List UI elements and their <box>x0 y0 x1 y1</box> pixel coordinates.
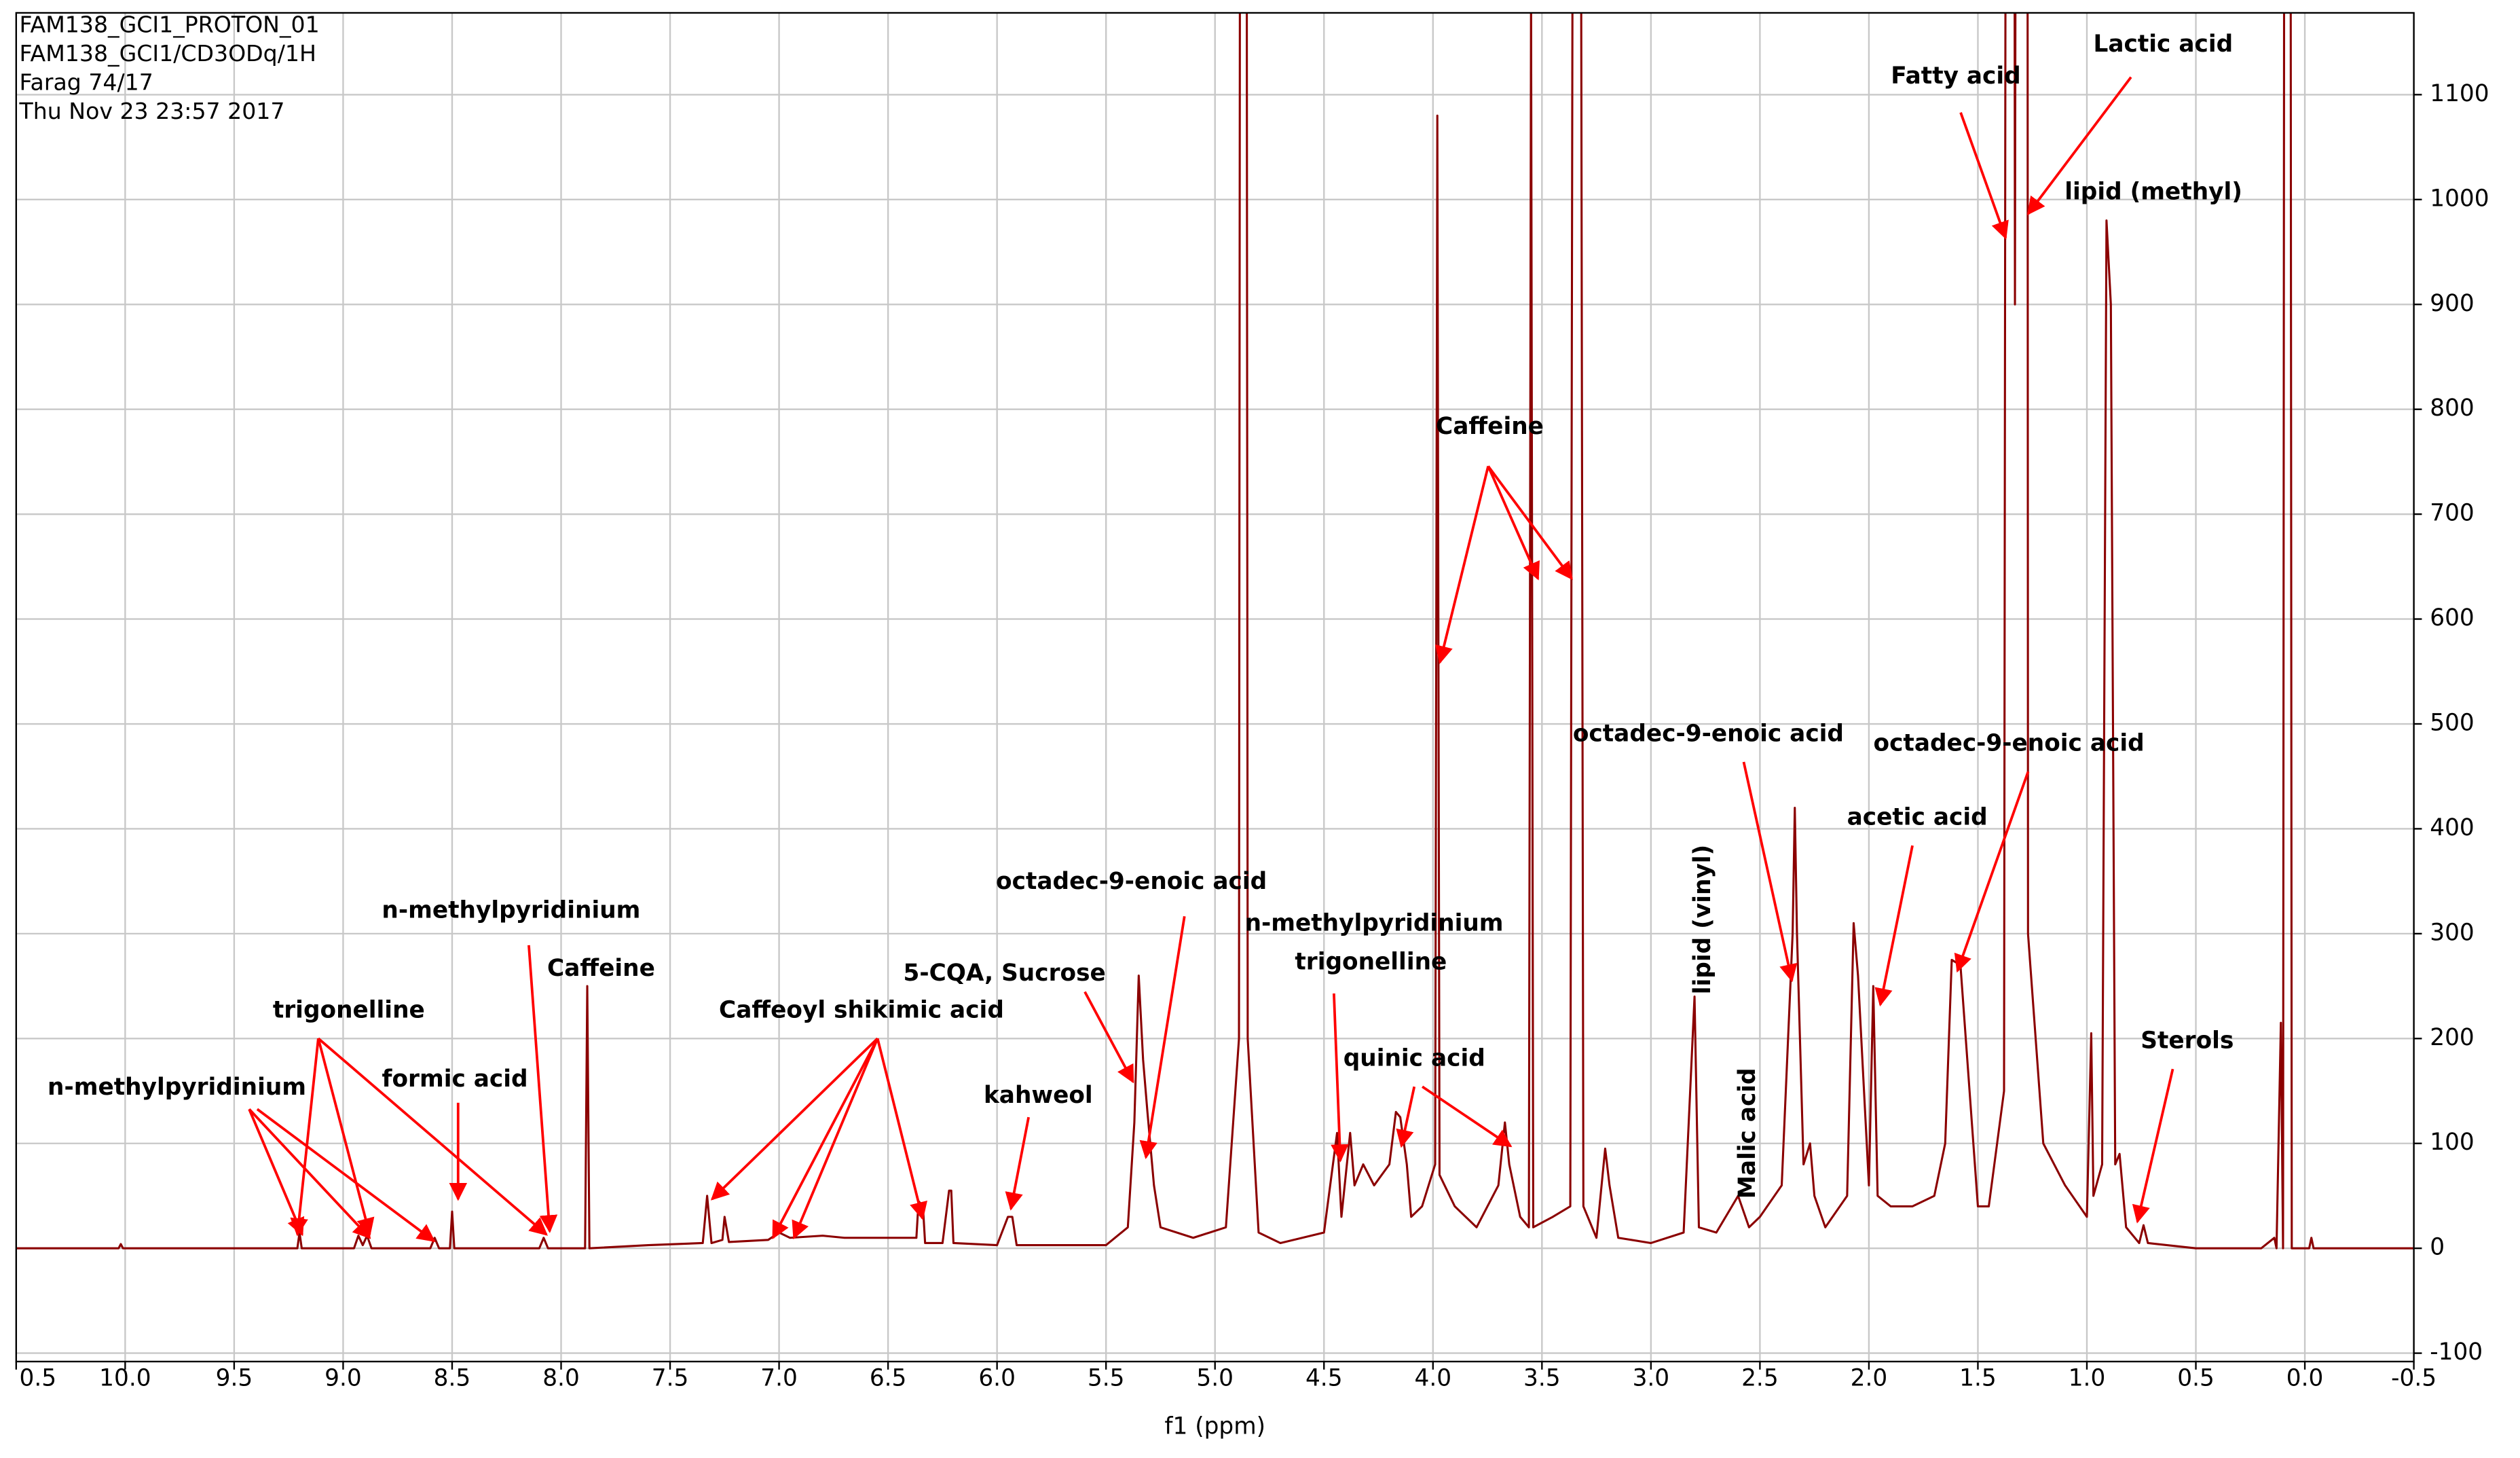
annotation-arrow <box>1139 915 1186 1159</box>
y-tick-label: 0 <box>2430 1234 2445 1261</box>
x-tick-label: 9.5 <box>216 1365 253 1392</box>
y-tick-label: 400 <box>2430 814 2474 841</box>
y-tick-label: 100 <box>2430 1129 2474 1156</box>
annotation: trigonelline <box>1295 948 1447 975</box>
annotation: trigonelline <box>273 996 425 1023</box>
annotation: Fatty acid <box>1891 62 2021 90</box>
x-tick-label: 0.5 <box>20 1365 57 1392</box>
x-tick-label: -0.5 <box>2391 1365 2436 1392</box>
annotation-arrow <box>256 1108 436 1243</box>
annotation: formic acid <box>382 1065 528 1093</box>
x-tick-label: 5.0 <box>1196 1365 1234 1392</box>
plot-frame <box>15 12 2415 1363</box>
annotation: Caffeine <box>1436 413 1544 440</box>
x-tick-label: 3.0 <box>1633 1365 1670 1392</box>
annotation-arrow <box>2026 76 2132 215</box>
annotation: octadec-9-enoic acid <box>1573 720 1844 747</box>
x-tick-label: 0.0 <box>2286 1365 2324 1392</box>
annotation-arrow <box>290 1038 320 1237</box>
annotation-arrow <box>1331 993 1349 1163</box>
annotation: octadec-9-enoic acid <box>1874 729 2145 757</box>
header-line: Thu Nov 23 23:57 2017 <box>19 98 285 124</box>
annotation: octadec-9-enoic acid <box>996 868 1267 895</box>
y-tick-label: 1100 <box>2430 80 2489 107</box>
x-tick-label: 1.5 <box>1959 1365 1997 1392</box>
annotation-arrow <box>1487 465 1540 581</box>
annotation-arrow <box>772 1038 879 1240</box>
x-tick-label: 10.0 <box>99 1365 151 1392</box>
x-axis-label: f1 (ppm) <box>1164 1413 1265 1440</box>
x-tick-label: 9.0 <box>325 1365 362 1392</box>
annotation-arrow <box>1874 845 1914 1007</box>
x-tick-label: 3.5 <box>1523 1365 1561 1392</box>
y-tick-label: 600 <box>2430 604 2474 632</box>
annotation-arrow <box>1396 1086 1416 1148</box>
annotation: Sterols <box>2141 1027 2234 1054</box>
x-tick-label: 5.5 <box>1088 1365 1125 1392</box>
annotation: n-methylpyridinium <box>48 1074 306 1101</box>
annotation-arrow <box>1434 466 1489 664</box>
annotation: quinic acid <box>1344 1044 1485 1072</box>
annotation-arrow <box>1742 761 1798 983</box>
x-tick-label: 6.0 <box>978 1365 1016 1392</box>
annotation-arrow <box>710 1037 878 1201</box>
annotation-arrow <box>2132 1068 2174 1224</box>
y-tick-label: 500 <box>2430 710 2474 737</box>
x-tick-label: 4.0 <box>1415 1365 1452 1392</box>
annotation: n-methylpyridinium <box>382 897 640 924</box>
header-line: FAM138_GCI1/CD3ODq/1H <box>20 40 316 67</box>
spectrum-line <box>16 12 2414 1250</box>
annotation-arrow <box>317 1037 548 1236</box>
y-tick-label: 800 <box>2430 395 2474 422</box>
x-tick-label: 0.5 <box>2177 1365 2215 1392</box>
x-tick-label: 7.5 <box>652 1365 689 1392</box>
y-tick-label: 1000 <box>2430 185 2489 212</box>
annotation: kahweol <box>984 1082 1093 1109</box>
y-tick-label: 300 <box>2430 919 2474 946</box>
annotation: Caffeoyl shikimic acid <box>719 996 1004 1023</box>
annotations: n-methylpyridinium trigonelline formic aci… <box>48 31 2242 1243</box>
annotation-arrow <box>1422 1085 1513 1148</box>
x-tick-label: 7.0 <box>760 1365 798 1392</box>
annotation-arrow <box>876 1038 927 1220</box>
y-tick-label: -100 <box>2430 1338 2483 1366</box>
x-tick-label: 2.5 <box>1741 1365 1779 1392</box>
x-tick-label: 4.5 <box>1305 1365 1343 1392</box>
annotation-arrow <box>1005 1116 1030 1211</box>
annotation: acetic acid <box>1847 803 1988 831</box>
header-line: FAM138_GCI1_PROTON_01 <box>20 11 320 37</box>
y-tick-label: 700 <box>2430 500 2474 527</box>
x-tick-label: 2.0 <box>1851 1365 1888 1392</box>
x-tick-label: 8.5 <box>434 1365 471 1392</box>
annotation: Lactic acid <box>2094 31 2234 58</box>
annotation-arrow <box>1954 771 2030 973</box>
annotation-arrow <box>527 945 558 1233</box>
annotation-arrow <box>248 1108 371 1239</box>
annotation-arrow <box>1083 991 1134 1084</box>
x-tick-label: 1.0 <box>2069 1365 2106 1392</box>
header: FAM138_GCI1_PROTON_01 FAM138_GCI1/CD3ODq/… <box>19 11 320 124</box>
annotation: n-methylpyridinium <box>1245 910 1504 937</box>
annotation-arrow <box>248 1108 305 1237</box>
annotation-arrow <box>792 1038 879 1240</box>
grid: 0.5 10.0 9.5 9.0 8.5 8.0 7.5 7.0 6.5 6.0 5.5 5.0 4.5… <box>15 12 2489 1392</box>
y-tick-label: 900 <box>2430 290 2474 317</box>
x-tick-label: 8.0 <box>542 1365 580 1392</box>
annotation-arrow <box>317 1038 375 1237</box>
annotation-arrow <box>1487 465 1573 581</box>
annotation: 5-CQA, Sucrose <box>903 960 1105 987</box>
y-tick-label: 200 <box>2430 1024 2474 1051</box>
spectrum-area <box>16 12 2414 1250</box>
annotation: Malic acid <box>1734 1068 1761 1199</box>
annotation: lipid (methyl) <box>2064 179 2242 206</box>
annotation-arrow <box>1959 112 2009 240</box>
x-tick-label: 6.5 <box>870 1365 907 1392</box>
annotation: lipid (vinyl) <box>1689 845 1716 994</box>
header-line: Farag 74/17 <box>20 69 153 96</box>
annotation: Caffeine <box>547 955 655 982</box>
